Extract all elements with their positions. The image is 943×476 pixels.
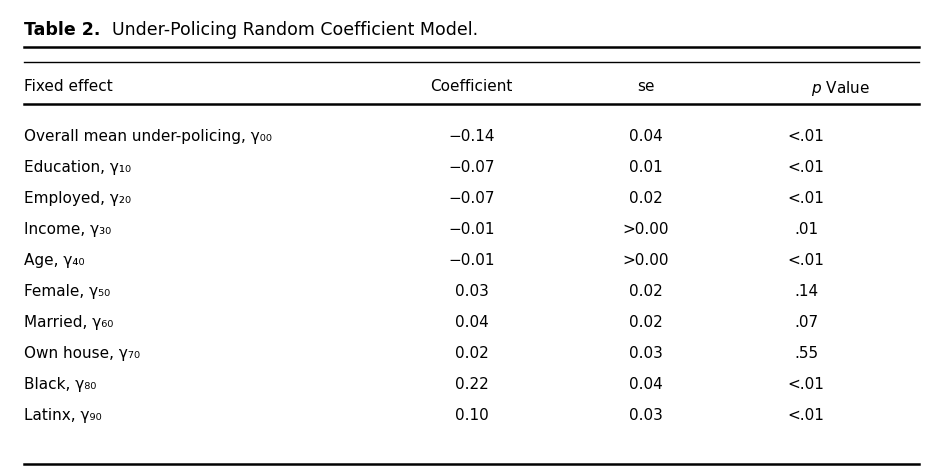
Text: Own house, γ₇₀: Own house, γ₇₀ [24, 345, 140, 360]
Text: 0.02: 0.02 [629, 190, 663, 205]
Text: −0.14: −0.14 [448, 129, 495, 143]
Text: Latinx, γ₉₀: Latinx, γ₉₀ [24, 407, 101, 422]
Text: Overall mean under-policing, γ₀₀: Overall mean under-policing, γ₀₀ [24, 129, 272, 143]
Text: .01: .01 [794, 221, 819, 236]
Text: <.01: <.01 [787, 407, 825, 422]
Text: Female, γ₅₀: Female, γ₅₀ [24, 283, 109, 298]
Text: .55: .55 [794, 345, 819, 360]
Text: >0.00: >0.00 [622, 221, 670, 236]
Text: −0.01: −0.01 [448, 252, 495, 267]
Text: 0.04: 0.04 [455, 314, 488, 329]
Text: 0.04: 0.04 [629, 376, 663, 391]
Text: $p$ Value: $p$ Value [811, 79, 869, 98]
Text: <.01: <.01 [787, 376, 825, 391]
Text: −0.07: −0.07 [448, 159, 495, 174]
Text: Married, γ₆₀: Married, γ₆₀ [24, 314, 113, 329]
Text: Black, γ₈₀: Black, γ₈₀ [24, 376, 96, 391]
Text: Age, γ₄₀: Age, γ₄₀ [24, 252, 84, 267]
Text: Fixed effect: Fixed effect [24, 79, 112, 93]
Text: 0.03: 0.03 [455, 283, 488, 298]
Text: 0.01: 0.01 [629, 159, 663, 174]
Text: 0.02: 0.02 [455, 345, 488, 360]
Text: Education, γ₁₀: Education, γ₁₀ [24, 159, 131, 174]
Text: <.01: <.01 [787, 159, 825, 174]
Text: 0.03: 0.03 [629, 407, 663, 422]
Text: −0.01: −0.01 [448, 221, 495, 236]
Text: se: se [637, 79, 654, 93]
Text: .14: .14 [794, 283, 819, 298]
Text: 0.10: 0.10 [455, 407, 488, 422]
Text: <.01: <.01 [787, 190, 825, 205]
Text: 0.04: 0.04 [629, 129, 663, 143]
Text: Coefficient: Coefficient [430, 79, 513, 93]
Text: <.01: <.01 [787, 252, 825, 267]
Text: Table 2.: Table 2. [24, 21, 100, 40]
Text: <.01: <.01 [787, 129, 825, 143]
Text: Under-Policing Random Coefficient Model.: Under-Policing Random Coefficient Model. [101, 21, 478, 40]
Text: 0.02: 0.02 [629, 283, 663, 298]
Text: 0.03: 0.03 [629, 345, 663, 360]
Text: 0.02: 0.02 [629, 314, 663, 329]
Text: .07: .07 [794, 314, 819, 329]
Text: Income, γ₃₀: Income, γ₃₀ [24, 221, 111, 236]
Text: Employed, γ₂₀: Employed, γ₂₀ [24, 190, 131, 205]
Text: 0.22: 0.22 [455, 376, 488, 391]
Text: −0.07: −0.07 [448, 190, 495, 205]
Text: >0.00: >0.00 [622, 252, 670, 267]
